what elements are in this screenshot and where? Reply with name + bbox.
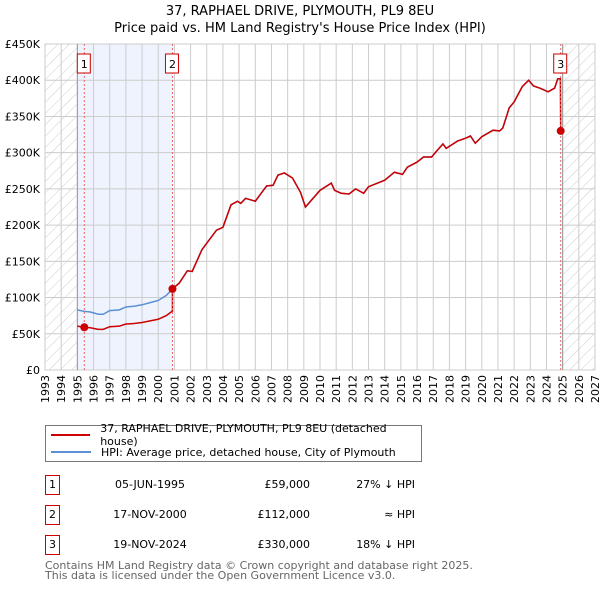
x-tick-label: 1995 [71, 375, 84, 403]
legend-label: 37, RAPHAEL DRIVE, PLYMOUTH, PL9 8EU (de… [100, 422, 387, 448]
x-tick-label: 2006 [249, 375, 262, 403]
x-tick-label: 2004 [217, 375, 230, 403]
sale-point [80, 323, 89, 332]
sale-hpi-note: 18% ↓ HPI [356, 538, 415, 551]
y-tick-label: £300K [5, 147, 41, 160]
x-tick-label: 2009 [298, 375, 311, 403]
sale-price: £330,000 [257, 538, 311, 551]
legend-line-blue [51, 451, 91, 453]
x-tick-label: 2020 [476, 375, 489, 403]
x-tick-label: 1996 [88, 375, 101, 403]
chart-title: 37, RAPHAEL DRIVE, PLYMOUTH, PL9 8EU [165, 4, 435, 19]
x-tick-label: 2010 [314, 375, 327, 403]
x-tick-label: 2008 [282, 375, 295, 403]
x-tick-label: 1998 [120, 375, 133, 403]
sale-number: 3 [45, 535, 60, 555]
sale-marker-box [76, 53, 91, 74]
x-tick-label: 2022 [508, 375, 521, 403]
footer-licence: This data is licensed under the Open Gov… [45, 569, 396, 582]
x-tick-label: 2025 [557, 375, 570, 403]
sale-number: 2 [45, 505, 60, 525]
y-tick-label: £150K [5, 255, 41, 268]
y-tick-label: £400K [5, 74, 41, 87]
x-tick-label: 2015 [395, 375, 408, 403]
y-tick-label: £200K [5, 219, 41, 232]
sale-price: £112,000 [257, 508, 311, 521]
sale-date: 05-JUN-1995 [114, 478, 186, 491]
x-tick-label: 2005 [233, 375, 246, 403]
x-tick-label: 1999 [136, 375, 149, 403]
x-tick-label: 2021 [492, 375, 505, 403]
x-tick-label: 2013 [363, 375, 376, 403]
sale-point [168, 284, 177, 293]
x-tick-label: 2017 [427, 375, 440, 403]
x-tick-label: 2019 [460, 375, 473, 403]
plot-border [44, 43, 596, 371]
x-tick-label: 1994 [55, 375, 68, 403]
sale-hpi-note: 27% ↓ HPI [356, 478, 415, 491]
legend-line-red [51, 434, 91, 436]
sale-date: 17-NOV-2000 [113, 508, 187, 521]
property-price-line [77, 78, 562, 331]
legend-item-hpi: HPI: Average price, detached house, City… [46, 444, 396, 460]
sale-date: 19-NOV-2024 [113, 538, 187, 551]
x-tick-label: 2014 [379, 375, 392, 403]
footer-copyright: Contains HM Land Registry data © Crown c… [45, 559, 473, 572]
legend-label: HPI: Average price, detached house, City… [101, 445, 396, 459]
x-tick-label: 2018 [443, 375, 456, 403]
x-tick-label: 2026 [573, 375, 586, 403]
x-tick-label: 1993 [39, 375, 52, 403]
sale-marker-label: 3 [557, 58, 564, 71]
x-tick-label: 2012 [346, 375, 359, 403]
x-tick-label: 2001 [168, 375, 181, 403]
x-tick-label: 2011 [330, 375, 343, 403]
sale-marker-box [164, 53, 179, 74]
legend-item-property: 37, RAPHAEL DRIVE, PLYMOUTH, PL9 8EU (de… [46, 422, 421, 448]
x-tick-label: 2016 [411, 375, 424, 403]
legend: 37, RAPHAEL DRIVE, PLYMOUTH, PL9 8EU (de… [45, 422, 422, 462]
sale-marker-label: 2 [169, 58, 176, 71]
sale-point [556, 126, 565, 135]
x-tick-label: 2023 [524, 375, 537, 403]
sale-hpi-note: ≈ HPI [384, 508, 415, 521]
sale-marker-box [553, 53, 568, 74]
x-tick-label: 2024 [540, 375, 553, 403]
x-tick-label: 2002 [185, 375, 198, 403]
sale-marker-label: 1 [81, 58, 88, 71]
y-tick-label: £100K [5, 292, 41, 305]
sale-price: £59,000 [264, 478, 311, 491]
x-tick-label: 2000 [152, 375, 165, 403]
y-tick-label: £250K [5, 183, 41, 196]
chart-subtitle: Price paid vs. HM Land Registry's House … [114, 21, 486, 36]
y-tick-label: £50K [12, 328, 41, 341]
sale-number: 1 [45, 475, 60, 495]
x-tick-label: 1997 [104, 375, 117, 403]
price-chart: 1993 1994 1995 1996 1997 1998 1999 2000 2001 2002… [5, 38, 600, 403]
x-tick-label: 2007 [265, 375, 278, 403]
y-tick-label: £350K [5, 110, 41, 123]
x-tick-label: 2003 [201, 375, 214, 403]
x-tick-label: 2027 [589, 375, 600, 403]
y-tick-label: £0 [26, 364, 40, 377]
y-tick-label: £450K [5, 38, 41, 51]
